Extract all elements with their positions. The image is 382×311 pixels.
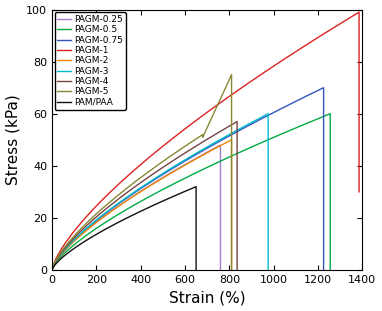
PAGM-1 xyxy=(333,25,338,29)
PAGM-0.5 xyxy=(244,147,249,151)
PAM/PAA xyxy=(194,185,198,188)
PAGM-5 xyxy=(197,135,201,139)
PAGM-0.5 xyxy=(314,118,319,121)
X-axis label: Strain (%): Strain (%) xyxy=(169,290,246,305)
PAGM-0.25 xyxy=(218,143,223,147)
PAGM-5 xyxy=(229,73,234,77)
Line: PAM/PAA: PAM/PAA xyxy=(52,187,196,270)
PAGM-0.75 xyxy=(300,96,305,100)
PAGM-4 xyxy=(110,202,114,206)
Line: PAGM-0.25: PAGM-0.25 xyxy=(52,145,220,270)
PAM/PAA xyxy=(167,196,172,200)
PAGM-5 xyxy=(50,268,54,272)
PAGM-1 xyxy=(342,20,346,23)
PAGM-1 xyxy=(343,18,348,22)
PAGM-0.5 xyxy=(316,117,320,121)
Legend: PAGM-0.25, PAGM-0.5, PAGM-0.75, PAGM-1, PAGM-2, PAGM-3, PAGM-4, PAGM-5, PAM/PAA: PAGM-0.25, PAGM-0.5, PAGM-0.75, PAGM-1, … xyxy=(55,12,126,109)
Y-axis label: Stress (kPa): Stress (kPa) xyxy=(6,95,21,185)
PAGM-4 xyxy=(220,128,225,132)
PAGM-0.25 xyxy=(50,268,54,272)
PAGM-5 xyxy=(220,92,225,96)
PAGM-4 xyxy=(50,268,54,272)
PAGM-1 xyxy=(300,45,305,49)
PAGM-3 xyxy=(255,118,260,121)
PAGM-4 xyxy=(227,124,231,128)
PAGM-0.25 xyxy=(211,147,215,151)
PAGM-0.5 xyxy=(277,133,281,137)
PAGM-0.25 xyxy=(187,160,192,164)
PAGM-3 xyxy=(249,121,254,124)
PAGM-0.75 xyxy=(240,127,244,131)
PAGM-0.5 xyxy=(50,268,54,272)
PAM/PAA xyxy=(151,204,155,207)
PAGM-1 xyxy=(357,10,361,14)
PAM/PAA xyxy=(96,231,101,235)
PAGM-2 xyxy=(215,145,220,149)
PAGM-0.75 xyxy=(308,92,312,96)
PAGM-5 xyxy=(108,200,113,203)
PAGM-2 xyxy=(229,138,234,142)
PAGM-5 xyxy=(229,268,234,272)
PAGM-1 xyxy=(149,154,154,157)
PAGM-0.75 xyxy=(271,111,276,114)
PAGM-3 xyxy=(266,268,270,272)
PAGM-0.25 xyxy=(205,150,210,154)
PAGM-2 xyxy=(50,268,54,272)
PAGM-2 xyxy=(222,142,226,146)
PAGM-3 xyxy=(50,268,54,272)
Line: PAGM-1: PAGM-1 xyxy=(52,12,359,270)
PAGM-5 xyxy=(215,103,220,106)
PAGM-0.5 xyxy=(306,121,311,124)
PAGM-3 xyxy=(201,147,206,151)
PAGM-3 xyxy=(266,112,270,116)
PAM/PAA xyxy=(183,189,187,193)
PAGM-2 xyxy=(175,168,180,171)
PAGM-5 xyxy=(176,149,180,153)
PAGM-0.25 xyxy=(218,268,223,272)
PAGM-0.75 xyxy=(138,187,142,191)
PAGM-0.25 xyxy=(104,213,109,216)
Line: PAGM-2: PAGM-2 xyxy=(52,140,231,270)
PAM/PAA xyxy=(186,188,191,192)
Line: PAGM-0.75: PAGM-0.75 xyxy=(52,88,324,270)
PAGM-2 xyxy=(229,268,234,272)
PAGM-5 xyxy=(222,90,226,94)
PAGM-0.25 xyxy=(167,172,172,175)
PAGM-4 xyxy=(235,268,240,272)
PAGM-4 xyxy=(179,153,184,157)
PAGM-2 xyxy=(196,156,201,160)
PAGM-3 xyxy=(256,117,261,121)
PAGM-2 xyxy=(220,143,225,146)
PAGM-1 xyxy=(357,190,361,194)
PAGM-4 xyxy=(201,140,206,144)
Line: PAGM-3: PAGM-3 xyxy=(52,114,268,270)
PAM/PAA xyxy=(188,188,192,191)
PAGM-0.5 xyxy=(328,112,332,116)
PAGM-2 xyxy=(108,210,113,214)
PAGM-0.75 xyxy=(309,91,314,95)
PAGM-1 xyxy=(264,69,269,73)
Line: PAGM-4: PAGM-4 xyxy=(52,122,237,270)
PAGM-0.75 xyxy=(321,86,326,90)
PAGM-0.75 xyxy=(321,268,326,272)
PAGM-0.75 xyxy=(50,268,54,272)
PAM/PAA xyxy=(50,268,54,272)
PAGM-0.5 xyxy=(328,268,332,272)
PAGM-0.25 xyxy=(210,148,214,151)
PAGM-1 xyxy=(50,268,54,272)
PAGM-3 xyxy=(226,133,231,137)
PAM/PAA xyxy=(194,268,198,272)
PAGM-0.5 xyxy=(140,199,144,202)
Line: PAGM-5: PAGM-5 xyxy=(52,75,231,270)
PAGM-4 xyxy=(225,125,230,129)
PAGM-3 xyxy=(120,199,125,202)
Line: PAGM-0.5: PAGM-0.5 xyxy=(52,114,330,270)
PAGM-4 xyxy=(235,120,240,123)
